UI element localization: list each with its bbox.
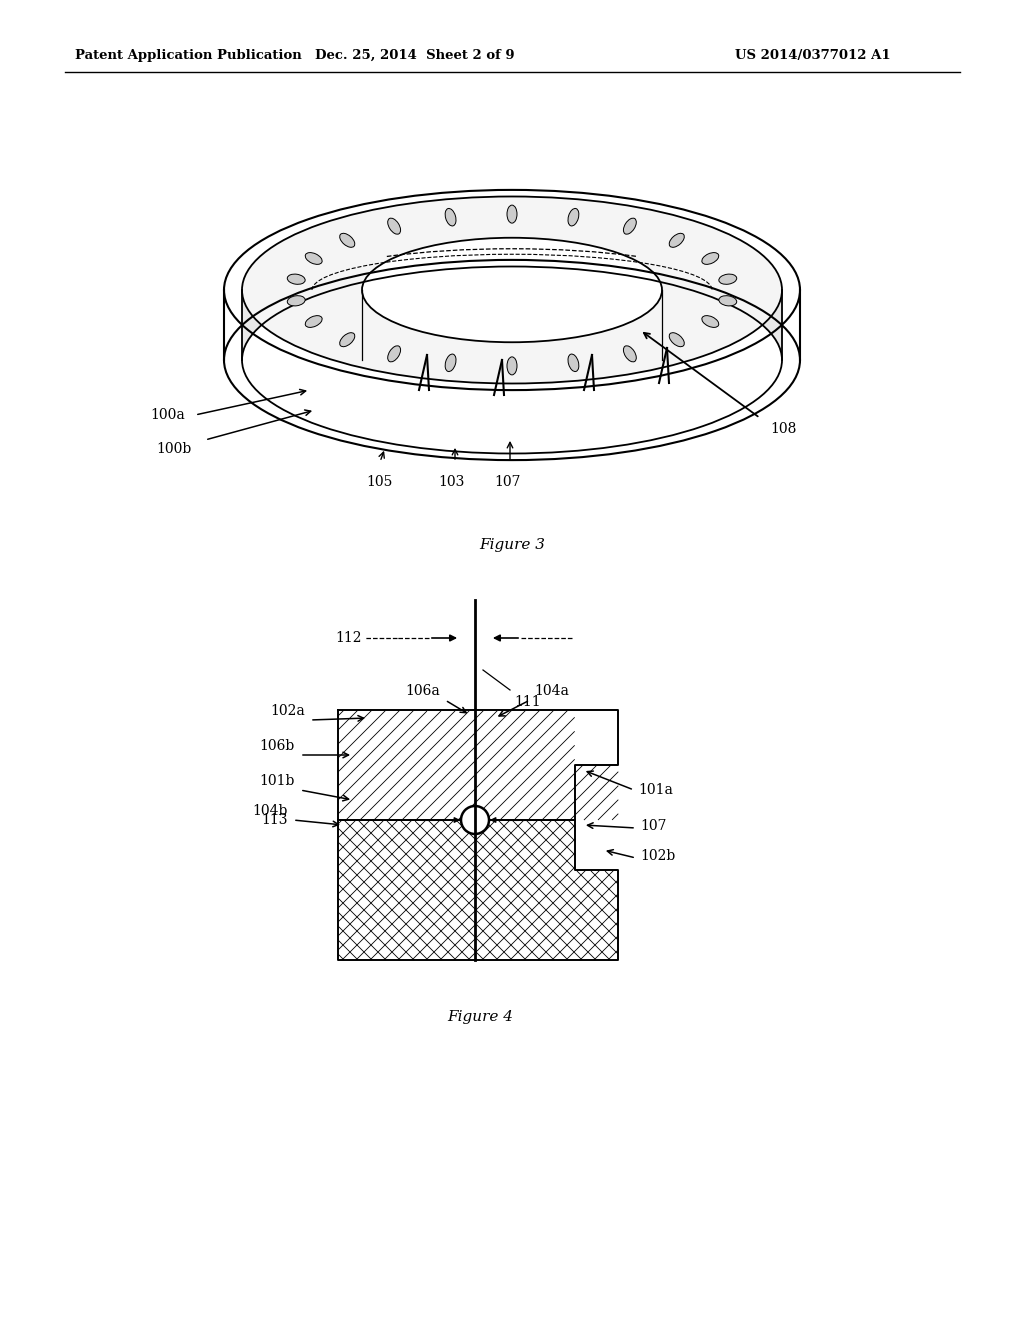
Text: 107: 107 <box>640 818 667 833</box>
Ellipse shape <box>388 346 400 362</box>
Ellipse shape <box>445 354 456 371</box>
Ellipse shape <box>719 296 736 306</box>
Ellipse shape <box>568 209 579 226</box>
Polygon shape <box>242 197 782 384</box>
Ellipse shape <box>388 218 400 234</box>
Ellipse shape <box>701 252 719 264</box>
Ellipse shape <box>288 296 305 306</box>
Ellipse shape <box>670 333 684 347</box>
Text: Patent Application Publication: Patent Application Publication <box>75 49 302 62</box>
Circle shape <box>461 807 489 834</box>
Text: 111: 111 <box>514 696 541 709</box>
Text: 108: 108 <box>770 422 797 436</box>
Ellipse shape <box>624 218 636 234</box>
Ellipse shape <box>568 354 579 371</box>
Text: 102b: 102b <box>640 849 675 863</box>
Ellipse shape <box>624 346 636 362</box>
Text: 106b: 106b <box>260 739 295 752</box>
Ellipse shape <box>305 252 323 264</box>
Text: 101b: 101b <box>260 774 295 788</box>
Text: 104a: 104a <box>534 684 569 698</box>
Text: 104b: 104b <box>253 804 288 818</box>
Text: 103: 103 <box>439 475 465 488</box>
Polygon shape <box>242 197 782 384</box>
Text: 102a: 102a <box>270 704 305 718</box>
Ellipse shape <box>288 275 305 284</box>
Text: US 2014/0377012 A1: US 2014/0377012 A1 <box>735 49 891 62</box>
Ellipse shape <box>445 209 456 226</box>
Text: 112: 112 <box>336 631 362 645</box>
Polygon shape <box>242 197 782 360</box>
Text: 100b: 100b <box>157 442 193 455</box>
Text: Figure 4: Figure 4 <box>447 1010 513 1024</box>
Text: 113: 113 <box>261 813 288 828</box>
Text: Dec. 25, 2014  Sheet 2 of 9: Dec. 25, 2014 Sheet 2 of 9 <box>315 49 515 62</box>
Ellipse shape <box>507 205 517 223</box>
Ellipse shape <box>701 315 719 327</box>
Text: 101a: 101a <box>638 783 673 797</box>
Polygon shape <box>338 820 618 960</box>
Text: 100a: 100a <box>151 408 185 422</box>
Ellipse shape <box>719 275 736 284</box>
Text: 107: 107 <box>495 475 521 488</box>
Text: 106a: 106a <box>406 684 440 698</box>
Ellipse shape <box>305 315 323 327</box>
Ellipse shape <box>340 333 354 347</box>
Polygon shape <box>338 710 618 820</box>
Ellipse shape <box>340 234 354 247</box>
Ellipse shape <box>507 356 517 375</box>
Polygon shape <box>362 238 662 360</box>
Text: Figure 3: Figure 3 <box>479 539 545 552</box>
Ellipse shape <box>670 234 684 247</box>
Text: 105: 105 <box>367 475 393 488</box>
